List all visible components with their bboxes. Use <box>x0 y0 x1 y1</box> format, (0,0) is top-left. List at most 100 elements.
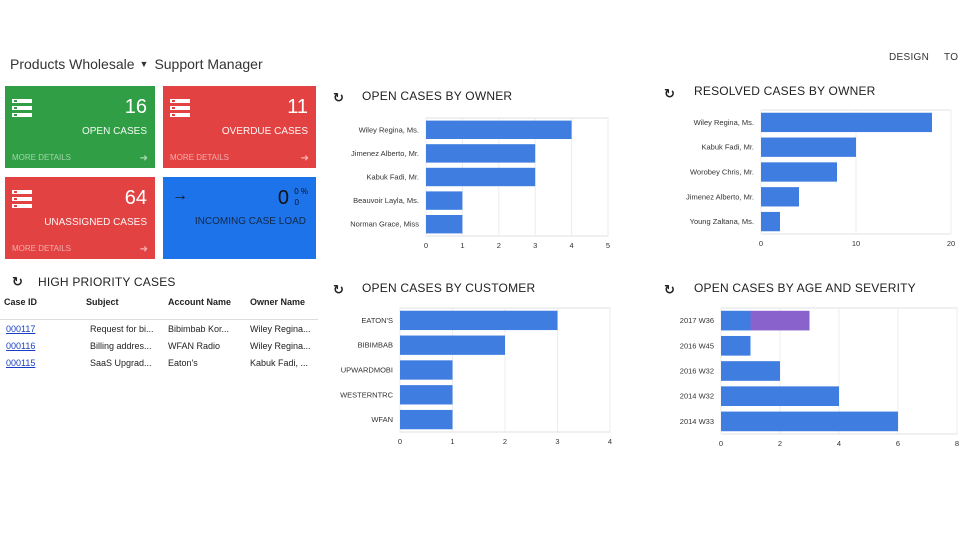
tile-unassigned-cases[interactable]: 64 UNASSIGNED CASES MORE DETAILS ➜ <box>5 177 155 259</box>
arrow-right-icon[interactable]: ➜ <box>139 153 148 164</box>
tile-label: OVERDUE CASES <box>221 126 308 137</box>
high-priority-table: Case ID Subject Account Name Owner Name … <box>0 297 318 371</box>
column-header[interactable]: Owner Name <box>250 297 306 307</box>
company-name[interactable]: Products Wholesale <box>10 56 135 72</box>
bar[interactable] <box>426 191 463 210</box>
case-id-link[interactable]: 000115 <box>6 357 36 368</box>
category-label: Kabuk Fadi, Mr. <box>366 173 419 182</box>
category-label: 2016 W32 <box>680 367 714 376</box>
bar[interactable] <box>400 335 505 355</box>
chart-open-cases-by-customer: 0 1 2 3 4 EATON'S BIBIMBAB UPWARDMOBI WESTERNTRC… <box>340 307 612 446</box>
refresh-icon[interactable]: ↻ <box>12 274 23 289</box>
tick-label: 3 <box>533 241 537 250</box>
category-label: Beauvoir Layla, Ms. <box>353 196 419 205</box>
case-id-link[interactable]: 000117 <box>6 323 36 334</box>
tools-button[interactable]: TO <box>944 52 959 63</box>
bar[interactable] <box>761 162 837 182</box>
high-priority-title: HIGH PRIORITY CASES <box>38 275 176 289</box>
chart-title-owner: OPEN CASES BY OWNER <box>362 89 513 103</box>
more-details-link[interactable]: MORE DETAILS <box>12 244 71 253</box>
bar[interactable] <box>750 310 810 331</box>
bar[interactable] <box>721 335 751 356</box>
bar[interactable] <box>426 144 536 163</box>
refresh-icon[interactable]: ↻ <box>333 90 344 105</box>
category-label: BIBIMBAB <box>358 341 393 350</box>
category-label: Kabuk Fadi, Mr. <box>701 143 754 152</box>
tick-label: 2 <box>778 439 782 448</box>
breadcrumb: Products Wholesale ▼ Support Manager <box>10 56 263 72</box>
bar[interactable] <box>426 167 536 187</box>
bar[interactable] <box>426 214 463 234</box>
tile-label: OPEN CASES <box>81 126 147 137</box>
bar[interactable] <box>721 386 839 407</box>
chart-open-cases-by-age: 0 2 4 6 8 2017 W36 2016 W45 2016 W32 2014 W32 201… <box>680 307 959 448</box>
tick-label: 4 <box>837 439 841 448</box>
bar[interactable] <box>721 411 898 432</box>
chart-title-resolved: RESOLVED CASES BY OWNER <box>694 84 876 98</box>
tick-label: 1 <box>460 241 464 250</box>
category-label: WESTERNTRC <box>340 390 393 399</box>
table-cell: Wiley Regina... <box>250 323 311 334</box>
tick-label: 5 <box>606 241 610 250</box>
tick-label: 8 <box>955 439 959 448</box>
chart-title-age: OPEN CASES BY AGE AND SEVERITY <box>694 281 916 295</box>
refresh-icon[interactable]: ↻ <box>664 282 675 297</box>
bar[interactable] <box>721 361 780 381</box>
category-label: EATON'S <box>361 316 393 325</box>
table-cell: SaaS Upgrad... <box>90 357 152 368</box>
list-icon <box>170 99 190 117</box>
bar[interactable] <box>400 385 453 405</box>
tile-label: INCOMING CASE LOAD <box>194 216 306 227</box>
refresh-icon[interactable]: ↻ <box>664 86 675 101</box>
tile-label: UNASSIGNED CASES <box>44 217 147 228</box>
table-cell: Billing addres... <box>90 340 152 351</box>
bar[interactable] <box>761 112 932 133</box>
column-header[interactable]: Subject <box>86 297 119 307</box>
category-label: Young Zaltana, Ms. <box>690 217 754 226</box>
chart-resolved-cases-by-owner: 0 10 20 Wiley Regina, Ms. Kabuk Fadi, Mr. Wor… <box>686 109 955 248</box>
design-button[interactable]: DESIGN <box>889 52 930 63</box>
list-icon <box>12 190 32 208</box>
more-details-link[interactable]: MORE DETAILS <box>170 153 229 162</box>
column-header[interactable]: Account Name <box>168 297 232 307</box>
tile-overdue-cases[interactable]: 11 OVERDUE CASES MORE DETAILS ➜ <box>163 86 316 168</box>
table-row[interactable]: 000117 Request for bi... Bibimbab Kor...… <box>0 319 318 338</box>
tick-label: 2 <box>503 437 507 446</box>
bar[interactable] <box>721 310 751 331</box>
category-label: 2017 W36 <box>680 316 714 325</box>
table-cell: Eaton's <box>168 357 198 368</box>
arrow-right-icon[interactable]: ➜ <box>139 244 148 255</box>
case-id-link[interactable]: 000116 <box>6 340 36 351</box>
bar[interactable] <box>426 120 572 140</box>
column-header[interactable]: Case ID <box>4 297 38 307</box>
bar[interactable] <box>400 409 453 430</box>
tile-incoming-case-load[interactable]: → 0 0 % 0 INCOMING CASE LOAD <box>163 177 316 259</box>
category-label: 2014 W32 <box>680 392 714 401</box>
bar[interactable] <box>761 187 799 207</box>
tick-label: 4 <box>570 241 574 250</box>
category-label: Wiley Regina, Ms. <box>359 125 419 134</box>
more-details-link[interactable]: MORE DETAILS <box>12 153 71 162</box>
category-label: Jimenez Alberto, Mr. <box>686 192 754 201</box>
refresh-icon[interactable]: ↻ <box>333 282 344 297</box>
arrow-right-icon[interactable]: ➜ <box>300 153 309 164</box>
table-header-row: Case ID Subject Account Name Owner Name <box>0 297 318 320</box>
category-label: Jimenez Alberto, Mr. <box>351 149 419 158</box>
bar[interactable] <box>400 310 558 331</box>
tile-value: 0 <box>277 187 289 209</box>
bar[interactable] <box>400 360 453 380</box>
bar[interactable] <box>761 137 856 157</box>
tick-label: 0 <box>398 437 402 446</box>
table-row[interactable]: 000116 Billing addres... WFAN Radio Wile… <box>0 337 318 354</box>
tick-label: 10 <box>852 239 860 248</box>
tile-open-cases[interactable]: 16 OPEN CASES MORE DETAILS ➜ <box>5 86 155 168</box>
bar[interactable] <box>761 211 780 232</box>
category-label: 2016 W45 <box>680 341 714 350</box>
chevron-down-icon[interactable]: ▼ <box>139 59 149 69</box>
table-cell: Request for bi... <box>90 323 154 334</box>
category-label: Wiley Regina, Ms. <box>694 118 754 127</box>
table-row[interactable]: 000115 SaaS Upgrad... Eaton's Kabuk Fadi… <box>0 354 318 371</box>
arrow-right-icon: → <box>172 187 188 204</box>
tile-value: 16 <box>124 96 147 118</box>
tick-label: 0 <box>759 239 763 248</box>
